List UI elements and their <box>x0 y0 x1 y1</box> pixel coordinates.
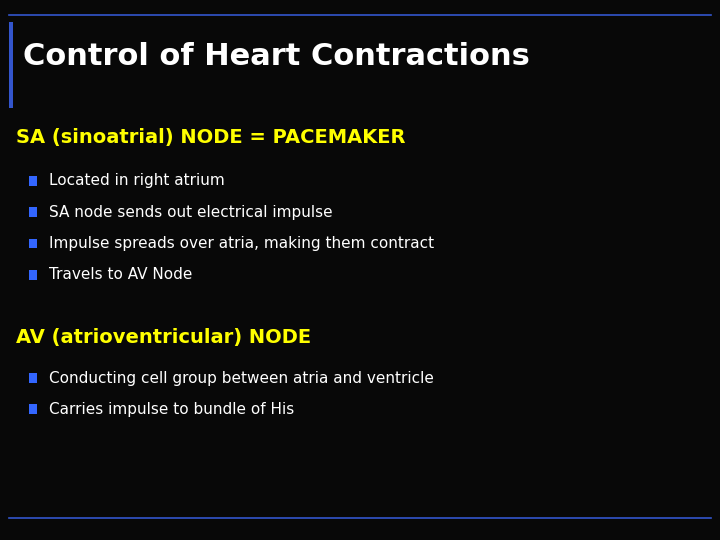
Text: Carries impulse to bundle of His: Carries impulse to bundle of His <box>49 402 294 417</box>
FancyBboxPatch shape <box>29 176 37 186</box>
FancyBboxPatch shape <box>29 239 37 248</box>
Text: Conducting cell group between atria and ventricle: Conducting cell group between atria and … <box>49 370 434 386</box>
Text: Control of Heart Contractions: Control of Heart Contractions <box>23 42 530 71</box>
FancyBboxPatch shape <box>9 22 13 108</box>
Text: Located in right atrium: Located in right atrium <box>49 173 225 188</box>
FancyBboxPatch shape <box>29 404 37 414</box>
Text: AV (atrioventricular) NODE: AV (atrioventricular) NODE <box>16 328 311 347</box>
Text: SA node sends out electrical impulse: SA node sends out electrical impulse <box>49 205 333 220</box>
FancyBboxPatch shape <box>29 373 37 383</box>
FancyBboxPatch shape <box>29 270 37 280</box>
Text: Impulse spreads over atria, making them contract: Impulse spreads over atria, making them … <box>49 236 434 251</box>
Text: Travels to AV Node: Travels to AV Node <box>49 267 192 282</box>
FancyBboxPatch shape <box>29 207 37 217</box>
Text: SA (sinoatrial) NODE = PACEMAKER: SA (sinoatrial) NODE = PACEMAKER <box>16 128 405 147</box>
